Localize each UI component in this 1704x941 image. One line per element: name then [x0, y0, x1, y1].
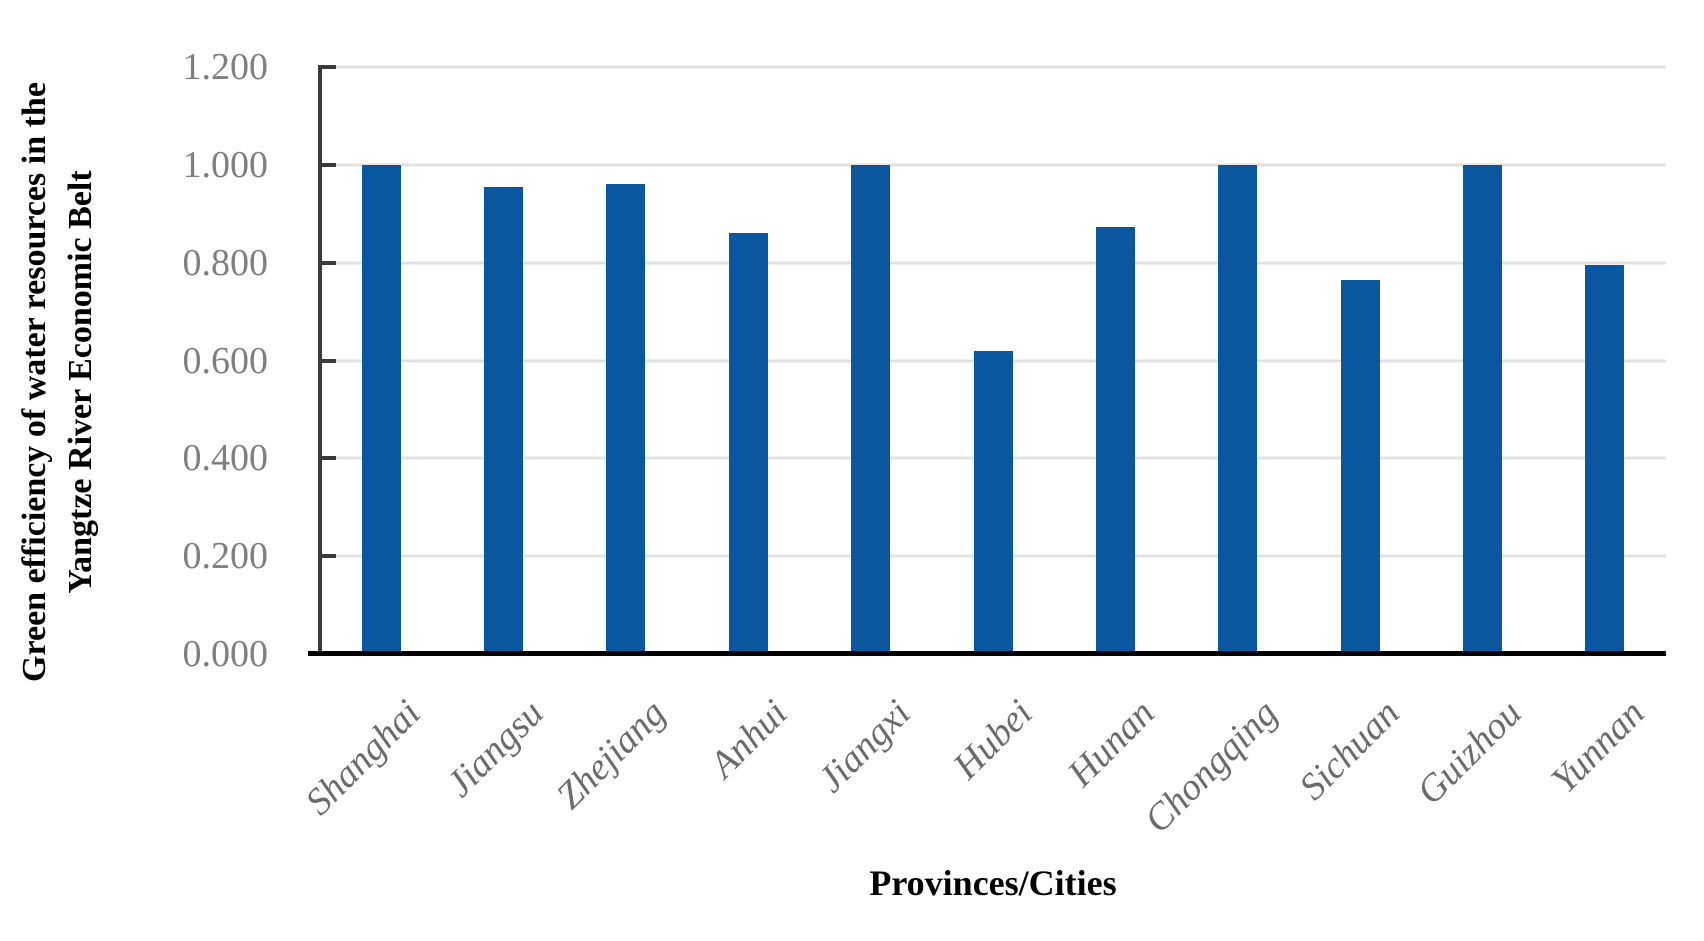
x-category-label-shanghai: Shanghai: [297, 692, 429, 824]
bar-hubei: [973, 350, 1013, 654]
x-category-label-yunnan: Yunnan: [1543, 692, 1653, 802]
gridline-0.800: [320, 261, 1666, 265]
y-tick-label-0.000: 0.000: [182, 633, 269, 675]
y-axis-tick-mark: [318, 456, 336, 461]
y-axis-title-line-1: Green efficiency of water resources in t…: [16, 82, 53, 682]
y-tick-label-1.200: 1.200: [182, 46, 269, 88]
y-axis-line: [318, 67, 322, 654]
bar-sichuan: [1340, 279, 1380, 654]
y-tick-label-0.600: 0.600: [182, 339, 269, 382]
bar-anhui: [728, 233, 768, 654]
y-axis-tick-mark: [318, 358, 336, 363]
gridline-1.000: [320, 163, 1666, 167]
bar-guizhou: [1462, 164, 1502, 654]
y-tick-label-0.800: 0.800: [182, 241, 269, 284]
bar-jiangxi: [851, 164, 891, 654]
y-axis-tick-mark: [318, 554, 336, 559]
y-tick-label-0.200: 0.200: [182, 535, 269, 578]
y-axis-title: Green efficiency of water resources in t…: [12, 82, 104, 682]
bar-zhejiang: [606, 184, 646, 654]
y-tick-label-0.400: 0.400: [182, 437, 269, 480]
bar-hunan: [1095, 226, 1135, 654]
plot-area: 0.000 0.200 0.400 0.600 0.800 1.000 1.200 Shan…: [183, 48, 1666, 841]
bar-chongqing: [1218, 164, 1258, 654]
x-axis-title: Provinces/Cities: [869, 863, 1117, 903]
bar-jiangsu: [484, 186, 524, 654]
y-axis-tick-mark: [318, 162, 336, 167]
y-axis-tick-mark: [318, 260, 336, 265]
bar-shanghai: [361, 164, 401, 654]
bar-yunnan: [1585, 265, 1625, 654]
gridline-1.200: [320, 65, 1666, 69]
y-tick-label-1.000: 1.000: [182, 143, 269, 186]
y-axis-title-line-2: Yangtze River Economic Belt: [62, 170, 99, 594]
x-axis-line: [308, 651, 1666, 656]
y-axis-tick-mark: [318, 65, 336, 69]
